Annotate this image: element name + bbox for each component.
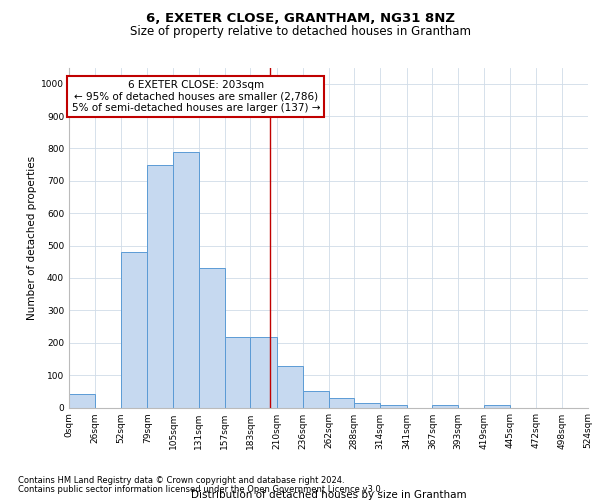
Bar (147, 166, 173, 408)
Bar (69, 394, 95, 407)
Bar (121, 252, 147, 408)
Bar (224, 336, 250, 407)
Text: Contains public sector information licensed under the Open Government Licence v3: Contains public sector information licen… (18, 485, 383, 494)
Bar (433, 404, 458, 407)
Y-axis label: Number of detached properties: Number of detached properties (27, 156, 37, 320)
Text: 6 EXETER CLOSE: 203sqm
← 95% of detached houses are smaller (2,786)
5% of semi-d: 6 EXETER CLOSE: 203sqm ← 95% of detached… (71, 80, 320, 113)
Text: Contains HM Land Registry data © Crown copyright and database right 2024.: Contains HM Land Registry data © Crown c… (18, 476, 344, 485)
Text: 6, EXETER CLOSE, GRANTHAM, NG31 8NZ: 6, EXETER CLOSE, GRANTHAM, NG31 8NZ (146, 12, 455, 26)
Bar (329, 398, 354, 407)
Bar (303, 390, 329, 407)
Bar (277, 366, 303, 408)
Bar (173, 152, 199, 408)
Bar (380, 404, 407, 407)
X-axis label: Distribution of detached houses by size in Grantham: Distribution of detached houses by size … (191, 490, 466, 500)
Text: Size of property relative to detached houses in Grantham: Size of property relative to detached ho… (130, 25, 470, 38)
Bar (199, 268, 224, 408)
Bar (484, 404, 510, 407)
Bar (250, 336, 277, 407)
Bar (354, 402, 380, 407)
